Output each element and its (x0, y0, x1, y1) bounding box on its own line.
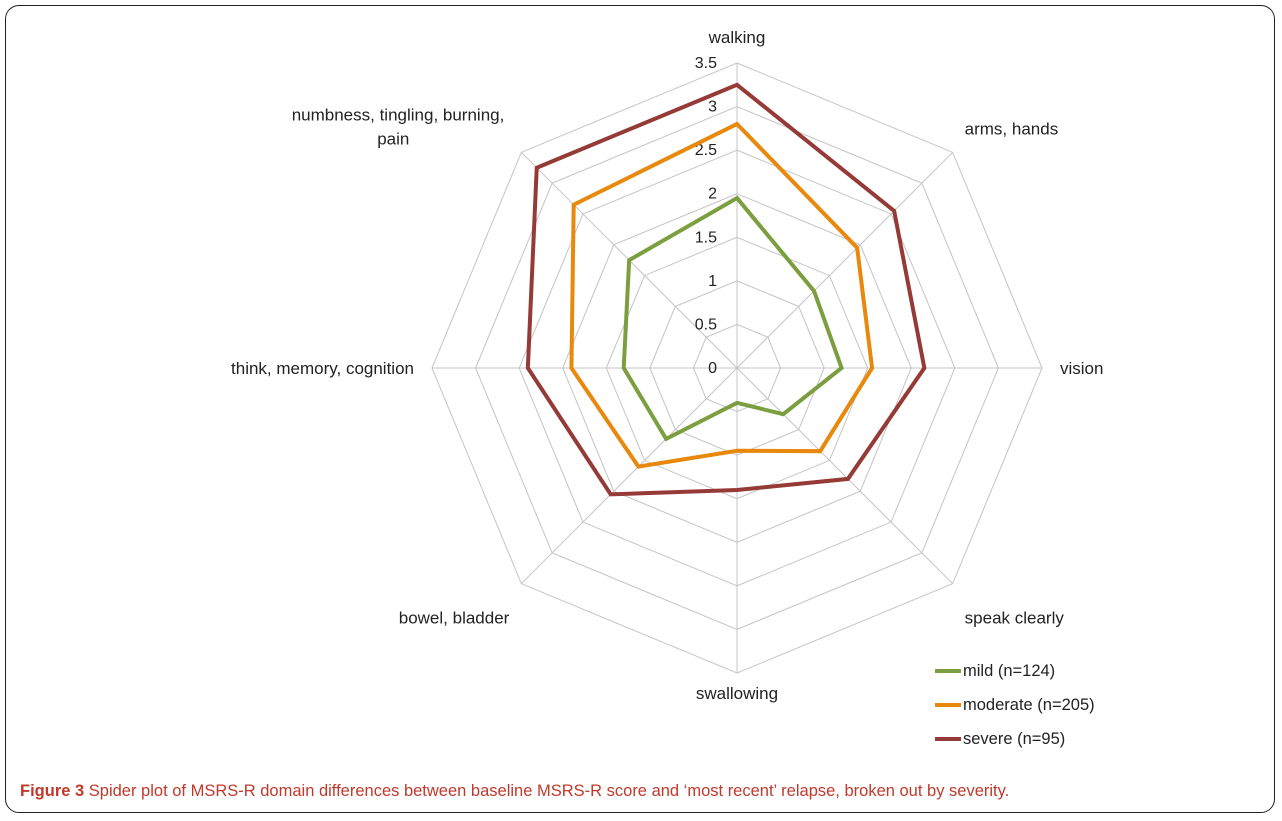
axis-label-1: arms, hands (965, 119, 1059, 138)
axis-label-4: swallowing (696, 684, 778, 703)
axis-label-2: vision (1060, 359, 1103, 378)
axis-spoke-3 (736, 367, 954, 585)
legend-item-mild: mild (n=124) (935, 654, 1095, 688)
tick-label-3: 1.5 (695, 229, 717, 246)
tick-label-7: 3.5 (695, 55, 717, 72)
axis-label-3: speak clearly (965, 609, 1065, 628)
tick-label-5: 2.5 (695, 142, 717, 159)
legend-item-moderate: moderate (n=205) (935, 688, 1095, 722)
series-line-0 (621, 195, 844, 442)
axis-spoke-5 (520, 367, 738, 585)
legend-label-mild: mild (n=124) (963, 661, 1056, 680)
caption-text: Spider plot of MSRS-R domain differences… (88, 782, 1010, 800)
legend-label-moderate: moderate (n=205) (963, 695, 1095, 714)
tick-label-6: 3 (708, 99, 717, 116)
legend-swatch-mild (935, 669, 961, 673)
axis-label-0: walking (708, 28, 766, 47)
axis-label-6: think, memory, cognition (231, 359, 414, 378)
axis-label-5: bowel, bladder (399, 609, 510, 628)
tick-label-2: 1 (708, 273, 717, 290)
legend-label-severe: severe (n=95) (963, 729, 1066, 748)
caption-label: Figure 3 (20, 782, 85, 800)
figure-frame (5, 5, 1275, 813)
tick-label-0: 0 (708, 360, 717, 377)
tick-label-4: 2 (708, 186, 717, 203)
tick-label-1: 0.5 (695, 316, 717, 333)
legend: mild (n=124) moderate (n=205) severe (n=… (935, 654, 1095, 756)
axis-label-7: numbness, tingling, burning, pain (292, 105, 505, 148)
figure-caption: Figure 3 Spider plot of MSRS-R domain di… (20, 782, 1009, 801)
axis-spoke-1 (736, 151, 954, 369)
legend-swatch-moderate (935, 703, 961, 707)
legend-item-severe: severe (n=95) (935, 722, 1095, 756)
series-line-2 (525, 82, 927, 497)
legend-swatch-severe (935, 737, 961, 741)
series-line-1 (569, 121, 875, 469)
